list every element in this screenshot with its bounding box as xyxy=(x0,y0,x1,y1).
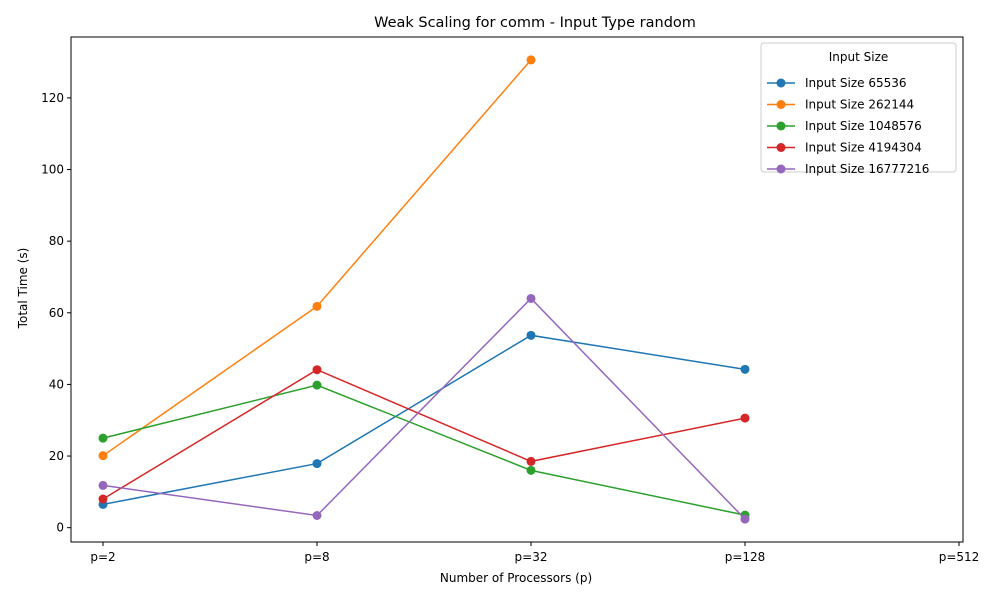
series-1 xyxy=(98,330,750,509)
x-axis-label: Number of Processors (p) xyxy=(440,571,592,585)
legend-marker xyxy=(776,143,786,152)
series-5 xyxy=(98,293,750,524)
data-point xyxy=(526,465,536,475)
series-2 xyxy=(98,55,536,461)
series-line xyxy=(102,59,532,457)
y-tick-label: 40 xyxy=(49,377,64,391)
legend-title: Input Size xyxy=(829,50,889,64)
data-point xyxy=(740,514,750,524)
series-line xyxy=(102,368,746,500)
data-point xyxy=(98,480,108,490)
series-line xyxy=(102,334,746,506)
legend-marker xyxy=(776,100,786,109)
legend-label: Input Size 262144 xyxy=(805,98,914,112)
chart-title: Weak Scaling for comm - Input Type rando… xyxy=(374,15,696,31)
legend-marker xyxy=(776,78,786,88)
data-point xyxy=(740,413,750,423)
legend-item: Input Size 1048576 xyxy=(767,119,922,133)
y-axis-label: Total Time (s) xyxy=(16,248,30,330)
legend-marker xyxy=(776,121,786,131)
data-point xyxy=(312,510,322,520)
data-point xyxy=(312,459,322,469)
legend-marker xyxy=(776,164,786,174)
y-tick-label: 20 xyxy=(49,449,64,463)
y-tick-label: 100 xyxy=(41,163,64,177)
series-3 xyxy=(98,380,750,520)
series-line xyxy=(102,297,746,520)
legend-label: Input Size 1048576 xyxy=(805,119,922,133)
data-point xyxy=(98,494,108,504)
data-point xyxy=(98,451,108,461)
plot-area: 0 20 40 60 80 100 120 p=2 p=8 p=32 p=128 p=512 xyxy=(41,36,980,564)
x-tick-label: p=512 xyxy=(939,550,980,564)
data-point xyxy=(98,433,108,443)
legend-item: Input Size 16777216 xyxy=(767,162,929,176)
data-point xyxy=(312,301,322,311)
x-tick-label: p=32 xyxy=(515,550,548,564)
x-tick-label: p=128 xyxy=(725,550,766,564)
data-point xyxy=(526,330,536,340)
data-point xyxy=(526,55,536,65)
y-tick-label: 0 xyxy=(56,521,64,535)
y-tick-label: 80 xyxy=(49,234,64,248)
data-point xyxy=(312,380,322,390)
series-line xyxy=(102,384,746,516)
x-tick-label: p=8 xyxy=(304,550,329,564)
y-tick-label: 60 xyxy=(49,306,64,320)
legend-label: Input Size 4194304 xyxy=(805,141,922,155)
legend-label: Input Size 65536 xyxy=(805,76,907,90)
legend-label: Input Size 16777216 xyxy=(805,162,929,176)
plot-frame xyxy=(70,36,964,543)
legend: Input Size Input Size 65536 Input Size 262… xyxy=(760,42,957,176)
y-tick-label: 120 xyxy=(41,91,64,105)
legend-box xyxy=(760,42,957,173)
data-point xyxy=(740,364,750,374)
legend-item: Input Size 65536 xyxy=(767,76,907,90)
legend-item: Input Size 4194304 xyxy=(767,141,922,155)
x-tick-label: p=2 xyxy=(90,550,115,564)
data-point xyxy=(526,293,536,303)
series-4 xyxy=(98,365,750,504)
data-point xyxy=(312,365,322,375)
data-point xyxy=(526,456,536,466)
legend-item: Input Size 262144 xyxy=(767,98,914,112)
